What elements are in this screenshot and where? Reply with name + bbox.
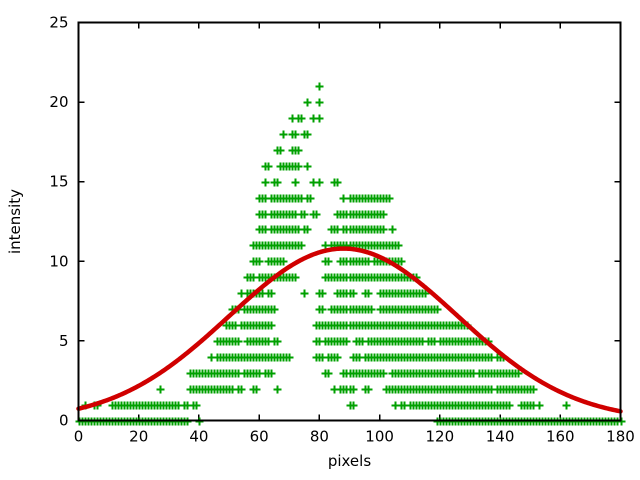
x-tick-label: 160 (546, 428, 575, 446)
x-tick-label: 140 (486, 428, 515, 446)
scatter-points (75, 82, 626, 426)
y-tick-label: 0 (59, 412, 69, 430)
gaussian-fit-curve (76, 246, 623, 414)
x-tick-label: 120 (426, 428, 455, 446)
x-tick-label: 180 (606, 428, 635, 446)
x-axis-ticks: 0 20 40 60 80 100 120 140 160 180 (74, 22, 635, 446)
plot-frame (77, 21, 622, 422)
y-axis-ticks: 0 5 10 15 20 25 (49, 14, 621, 430)
x-tick-label: 80 (310, 428, 329, 446)
y-axis-label: intensity (6, 189, 24, 254)
x-tick-label: 40 (189, 428, 208, 446)
x-tick-label: 20 (129, 428, 148, 446)
x-tick-label: 100 (365, 428, 394, 446)
y-tick-label: 5 (59, 332, 69, 350)
y-tick-label: 20 (49, 93, 68, 111)
y-tick-label: 15 (49, 173, 68, 191)
x-axis-label: pixels (328, 452, 372, 470)
y-tick-label: 10 (49, 252, 68, 270)
y-tick-label: 25 (49, 14, 68, 32)
x-tick-label: 60 (250, 428, 269, 446)
x-tick-label: 0 (74, 428, 84, 446)
